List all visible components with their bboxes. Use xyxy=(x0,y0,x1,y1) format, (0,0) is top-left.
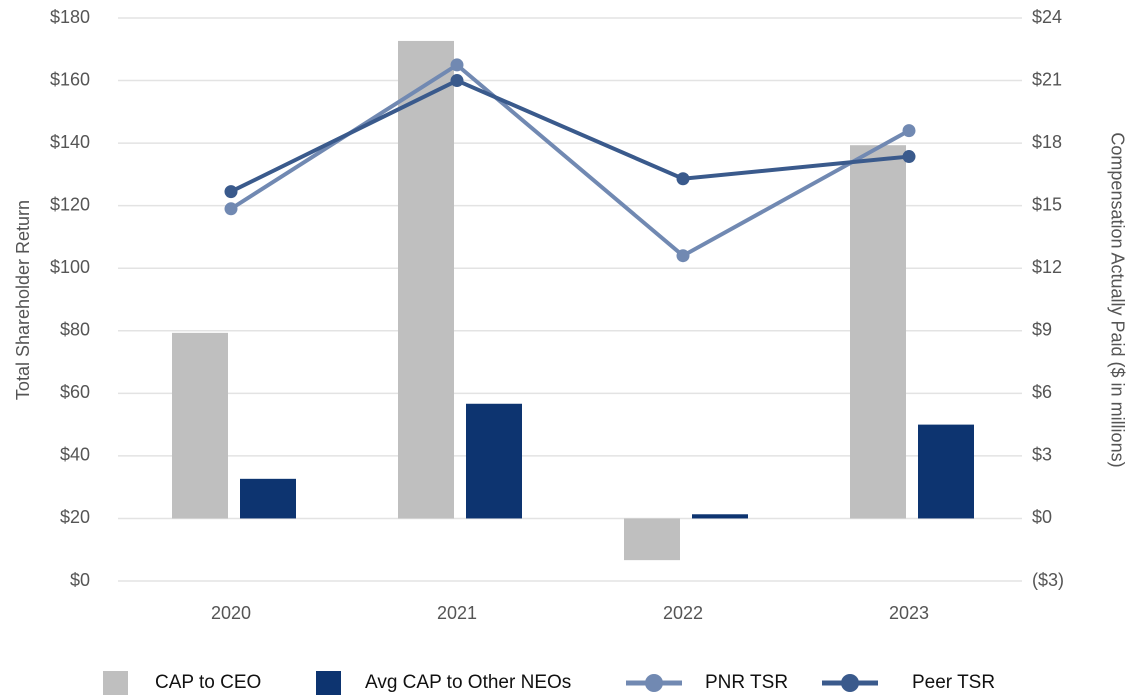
y2-tick-label: ($3) xyxy=(1032,570,1064,590)
y-tick-label: $120 xyxy=(50,194,90,214)
bar xyxy=(850,145,906,519)
bar xyxy=(624,518,680,561)
y2-axis-label: Compensation Actually Paid ($ in million… xyxy=(1107,132,1127,467)
legend-label: Avg CAP to Other NEOs xyxy=(365,672,571,693)
y2-tick-label: $24 xyxy=(1032,7,1062,27)
x-tick-label: 2020 xyxy=(211,603,251,623)
legend-swatch xyxy=(316,671,341,695)
line xyxy=(230,78,910,194)
line xyxy=(229,62,910,259)
bar xyxy=(918,424,974,519)
y-tick-label: $140 xyxy=(50,132,90,152)
legend-label: CAP to CEO xyxy=(155,672,261,693)
bar xyxy=(398,40,454,519)
y-tick-label: $60 xyxy=(60,382,90,402)
line-marker xyxy=(902,124,916,138)
y-tick-label: $100 xyxy=(50,257,90,277)
y2-tick-label: $21 xyxy=(1032,69,1062,89)
y-tick-label: $160 xyxy=(50,69,90,89)
y-tick-label: $20 xyxy=(60,507,90,527)
y-axis-label: Total Shareholder Return xyxy=(13,200,33,400)
y2-tick-label: $12 xyxy=(1032,257,1062,277)
legend-swatch xyxy=(841,674,859,692)
y2-tick-label: $9 xyxy=(1032,320,1052,340)
line-marker xyxy=(902,150,916,164)
y2-tick-label: $15 xyxy=(1032,194,1062,214)
bar xyxy=(172,332,228,519)
y2-tick-label: $3 xyxy=(1032,445,1052,465)
line-marker xyxy=(450,74,464,88)
line-marker xyxy=(224,202,238,216)
y2-tick-label: $0 xyxy=(1032,507,1052,527)
x-tick-label: 2022 xyxy=(663,603,703,623)
bar xyxy=(240,478,296,519)
legend-label: PNR TSR xyxy=(705,672,788,693)
x-tick-label: 2023 xyxy=(889,603,929,623)
y2-tick-label: $18 xyxy=(1032,132,1062,152)
y2-tick-label: $6 xyxy=(1032,382,1052,402)
line-marker xyxy=(224,185,238,199)
legend-swatch xyxy=(103,671,128,695)
line-marker xyxy=(450,58,464,72)
y-tick-label: $180 xyxy=(50,7,90,27)
bar xyxy=(692,514,748,519)
line-marker xyxy=(676,249,690,263)
legend-swatch xyxy=(645,674,663,692)
bar xyxy=(466,403,522,519)
line-marker xyxy=(676,172,690,186)
legend-label: Peer TSR xyxy=(912,672,995,693)
y-tick-label: $0 xyxy=(70,570,90,590)
y-tick-label: $40 xyxy=(60,445,90,465)
x-tick-label: 2021 xyxy=(437,603,477,623)
y-tick-label: $80 xyxy=(60,320,90,340)
